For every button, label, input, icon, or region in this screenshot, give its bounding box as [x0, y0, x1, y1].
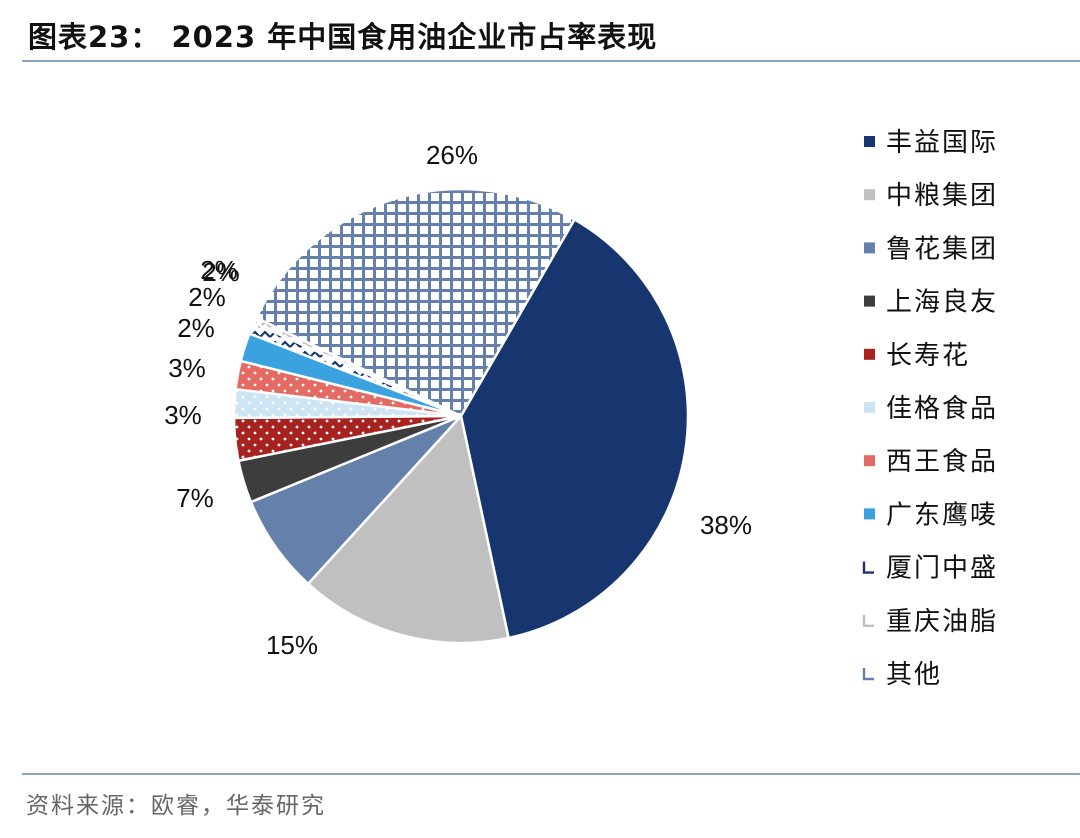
legend-label-11: 其他: [886, 660, 942, 690]
legend-label-8: 广东鹰唛: [886, 500, 998, 530]
legend-marker-3: [864, 242, 875, 254]
pie-slices: [232, 187, 690, 645]
legend-label-1: 丰益国际: [886, 128, 998, 158]
pie-label-7: 2%: [188, 282, 226, 312]
legend-marker-7: [864, 455, 875, 467]
legend-marker-8: [864, 508, 875, 520]
source-note: 资料来源：欧睿，华泰研究: [26, 793, 326, 819]
pie-label-8: 2%: [200, 255, 238, 285]
legend-marker-4: [864, 295, 875, 307]
legend-label-4: 上海良友: [886, 288, 998, 318]
legend-label-7: 西王食品: [886, 447, 998, 477]
chart-title: 图表23： 2023 年中国食用油企业市占率表现: [28, 20, 658, 54]
pie-chart: 38%15%7%3%3%2%2%2%26%2% 丰益国际中粮集团鲁花集团上海良友…: [164, 128, 998, 690]
pie-label-extra-1: 2%: [202, 257, 240, 287]
legend-marker-6: [864, 402, 875, 413]
pie-percentage-labels: 38%15%7%3%3%2%2%2%26%2%: [164, 140, 752, 660]
legend-marker-1: [864, 136, 875, 147]
footer-divider: [22, 773, 1080, 775]
legend-marker-5: [864, 348, 875, 360]
pie-label-5: 3%: [168, 353, 206, 383]
title-divider: [22, 60, 1080, 62]
legend-label-5: 长寿花: [886, 341, 970, 371]
pie-label-2: 15%: [266, 630, 318, 660]
pie-label-6: 2%: [177, 313, 215, 343]
pie-slice-1: [459, 217, 690, 640]
pie-label-1: 38%: [700, 510, 752, 540]
legend-marker-11: [862, 668, 874, 681]
legend-label-3: 鲁花集团: [886, 234, 998, 264]
pie-slice-2: [306, 413, 511, 645]
pie-label-11: 26%: [426, 140, 478, 170]
legend-marker-2: [864, 189, 875, 201]
pie-label-3: 7%: [176, 483, 214, 513]
pie-slice-11: [254, 187, 577, 418]
legend-label-6: 佳格食品: [886, 394, 998, 424]
legend: 丰益国际中粮集团鲁花集团上海良友长寿花佳格食品西王食品广东鹰唛厦门中盛重庆油脂其…: [862, 128, 998, 690]
legend-marker-10: [862, 614, 874, 627]
legend-label-10: 重庆油脂: [886, 607, 998, 637]
legend-marker-9: [862, 561, 874, 574]
pie-label-4: 3%: [164, 400, 202, 430]
pie-slice-3: [249, 414, 462, 586]
legend-label-2: 中粮集团: [886, 181, 998, 211]
legend-label-9: 厦门中盛: [886, 554, 998, 584]
